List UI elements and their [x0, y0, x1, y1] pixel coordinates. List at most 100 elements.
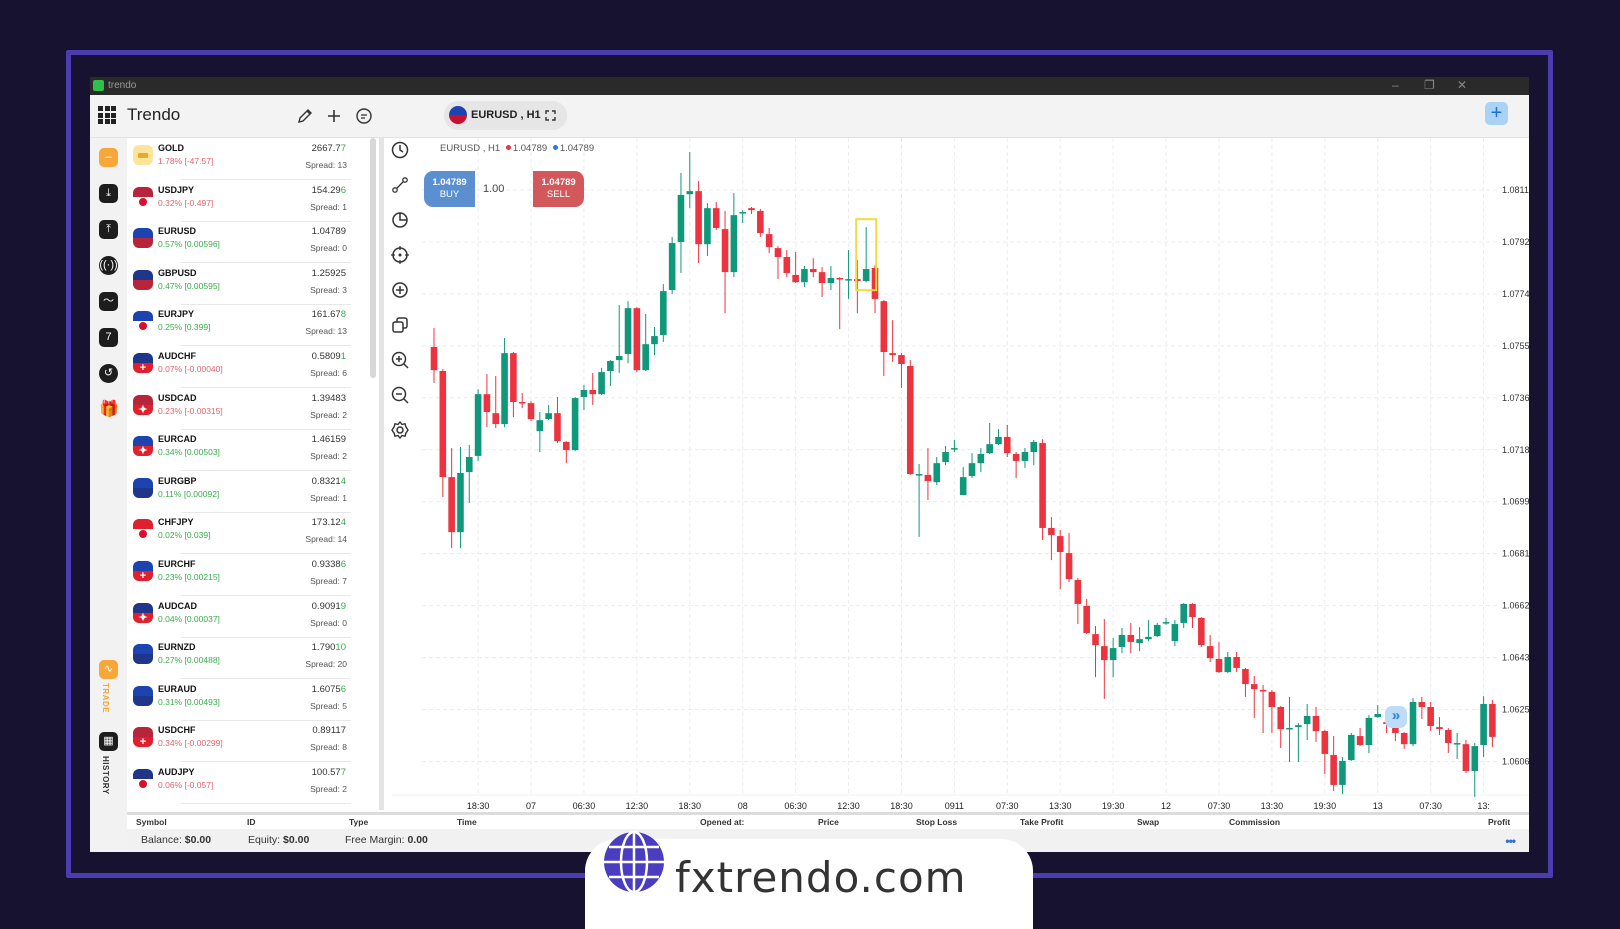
scroll-to-latest-button[interactable]: »: [1385, 706, 1407, 728]
history-calendar-icon[interactable]: ▦: [99, 732, 118, 751]
col-stop-loss[interactable]: Stop Loss: [916, 817, 958, 827]
currency-flag-icon: [133, 269, 153, 290]
plus-circle-icon[interactable]: [390, 280, 410, 300]
watchlist-item[interactable]: + AUDCHF 0.07% [-0.00040] 0.58091 Spread: 6: [127, 346, 377, 388]
col-time[interactable]: Time: [457, 817, 477, 827]
currency-flag-icon: [133, 311, 153, 332]
clock-icon[interactable]: [390, 140, 410, 160]
trade-icon[interactable]: ∿: [99, 660, 118, 679]
watchlist-item[interactable]: AUDJPY 0.06% [-0.057] 100.577 Spread: 2: [127, 762, 377, 804]
zoom-out-icon[interactable]: [390, 385, 410, 405]
expand-icon[interactable]: [545, 110, 556, 121]
crosshair-icon[interactable]: [390, 245, 410, 265]
candle-body: [607, 360, 614, 371]
history-label[interactable]: HISTORY: [101, 756, 110, 795]
candle-body: [474, 394, 482, 456]
symbol-selector[interactable]: EURUSD , H1: [444, 101, 567, 130]
col-take-profit[interactable]: Take Profit: [1020, 817, 1064, 827]
plus-icon[interactable]: [324, 106, 344, 126]
buy-button[interactable]: 1.04789 BUY: [424, 171, 475, 207]
symbol-name: EURUSD: [158, 226, 197, 237]
panel-divider[interactable]: [379, 138, 384, 810]
symbol-spread: Spread: 13: [305, 326, 347, 337]
zoom-in-icon[interactable]: [390, 350, 410, 370]
currency-flag-icon: [133, 228, 153, 249]
withdraw-icon[interactable]: ⤒: [99, 220, 118, 239]
candle-body: [1198, 617, 1205, 646]
watchlist-item[interactable]: ✦ USDCAD 0.23% [-0.00315] 1.39483 Spread: 2: [127, 388, 377, 430]
promo-card: fxtrendo.com: [585, 830, 1033, 929]
pencil-icon[interactable]: [295, 106, 315, 126]
price-tail: 1: [340, 351, 346, 362]
watchlist-scrollbar[interactable]: [370, 138, 376, 378]
watchlist-item[interactable]: ✦ EURCAD 0.34% [0.00503] 1.46159 Spread: 2: [127, 429, 377, 472]
minimize-button[interactable]: –: [1392, 78, 1399, 92]
watchlist-item[interactable]: CHFJPY 0.02% [0.039] 173.124 Spread: 14: [127, 512, 377, 555]
maximize-button[interactable]: ❐: [1424, 78, 1435, 92]
watchlist-item[interactable]: EURNZD 0.27% [0.00488] 1.79010 Spread: 20: [127, 637, 377, 680]
watchlist-item[interactable]: ✦ AUDCAD 0.04% [0.00037] 0.90919 Spread: 0: [127, 596, 377, 638]
analytics-icon[interactable]: 〜: [99, 292, 118, 311]
candle-body: [1400, 732, 1408, 745]
add-chart-button[interactable]: +: [1485, 102, 1508, 125]
candle-body: [1330, 755, 1337, 785]
gift-icon[interactable]: 🎁: [99, 401, 119, 418]
currency-flag-icon: [133, 685, 153, 706]
candle-body: [1471, 746, 1479, 771]
history-clock-icon[interactable]: ↺: [99, 364, 118, 383]
layers-icon[interactable]: [390, 315, 410, 335]
watchlist-item[interactable]: EURGBP 0.11% [0.00092] 0.83214 Spread: 1: [127, 471, 377, 513]
watchlist-item[interactable]: GOLD 1.78% [-47.57] 2667.77 Spread: 13: [127, 138, 377, 180]
apps-grid-icon[interactable]: [98, 106, 116, 124]
home-icon[interactable]: –: [99, 148, 118, 167]
close-button[interactable]: ✕: [1457, 78, 1468, 92]
col-price[interactable]: Price: [818, 817, 839, 827]
candle-body: [1224, 657, 1232, 673]
candle-body: [510, 353, 517, 402]
col-swap[interactable]: Swap: [1137, 817, 1160, 827]
col-profit[interactable]: Profit: [1488, 817, 1511, 827]
candle-body: [1259, 689, 1267, 692]
watchlist-item[interactable]: + USDCHF 0.34% [-0.00299] 0.89117 Spread: 8: [127, 720, 377, 763]
watchlist-item[interactable]: + EURCHF 0.23% [0.00215] 0.93386 Spread: 7: [127, 554, 377, 596]
settings-icon[interactable]: [390, 420, 410, 440]
price-head: 161.67: [311, 309, 341, 321]
symbol-price: 161.678: [312, 309, 346, 320]
row-divider: [181, 803, 351, 804]
chat-icon[interactable]: [354, 106, 374, 126]
more-options-button[interactable]: •••: [1505, 834, 1516, 848]
free-margin-label: Free Margin:: [345, 834, 405, 846]
watchlist-item[interactable]: USDJPY 0.32% [-0.497] 154.296 Spread: 1: [127, 180, 377, 222]
symbol-change: 0.04% [0.00037]: [158, 613, 220, 624]
calendar-7-icon[interactable]: 7: [99, 328, 118, 347]
symbol-pill-label: EURUSD , H1: [471, 109, 541, 121]
timer-icon[interactable]: [390, 210, 410, 230]
watchlist-item[interactable]: GBPUSD 0.47% [0.00595] 1.25925 Spread: 3: [127, 263, 377, 305]
col-opened-at[interactable]: Opened at:: [700, 817, 745, 827]
trade-label[interactable]: TRADE: [101, 683, 110, 714]
col-commission[interactable]: Commission: [1229, 817, 1281, 827]
col-symbol[interactable]: Symbol: [136, 817, 167, 827]
col-type[interactable]: Type: [349, 817, 369, 827]
watchlist-item[interactable]: EURJPY 0.25% [0.399] 161.678 Spread: 13: [127, 304, 377, 347]
deposit-icon[interactable]: ⤓: [99, 184, 118, 203]
signals-icon[interactable]: ((·)): [99, 256, 118, 275]
candle-body: [915, 474, 923, 476]
watchlist-item[interactable]: EURUSD 0.57% [0.00596] 1.04789 Spread: 0: [127, 221, 377, 264]
time-axis-label: 12: [1161, 801, 1171, 811]
candle-body: [739, 212, 746, 214]
watchlist-item[interactable]: EURAUD 0.31% [0.00493] 1.60756 Spread: 5: [127, 679, 377, 721]
candle-body: [1092, 634, 1099, 646]
line-tool-icon[interactable]: [390, 175, 410, 195]
symbol-spread: Spread: 2: [310, 409, 347, 420]
lot-size-input[interactable]: 1.00: [483, 183, 505, 195]
col-id[interactable]: ID: [247, 817, 256, 827]
symbol-price: 1.46159: [312, 434, 346, 445]
symbol-price: 2667.77: [312, 143, 346, 154]
sell-button[interactable]: 1.04789 SELL: [533, 171, 584, 207]
ask-price: 1.04789: [559, 143, 595, 154]
row-divider: [181, 303, 351, 305]
candle-body: [589, 389, 597, 395]
symbol-price: 0.90919: [312, 601, 346, 612]
